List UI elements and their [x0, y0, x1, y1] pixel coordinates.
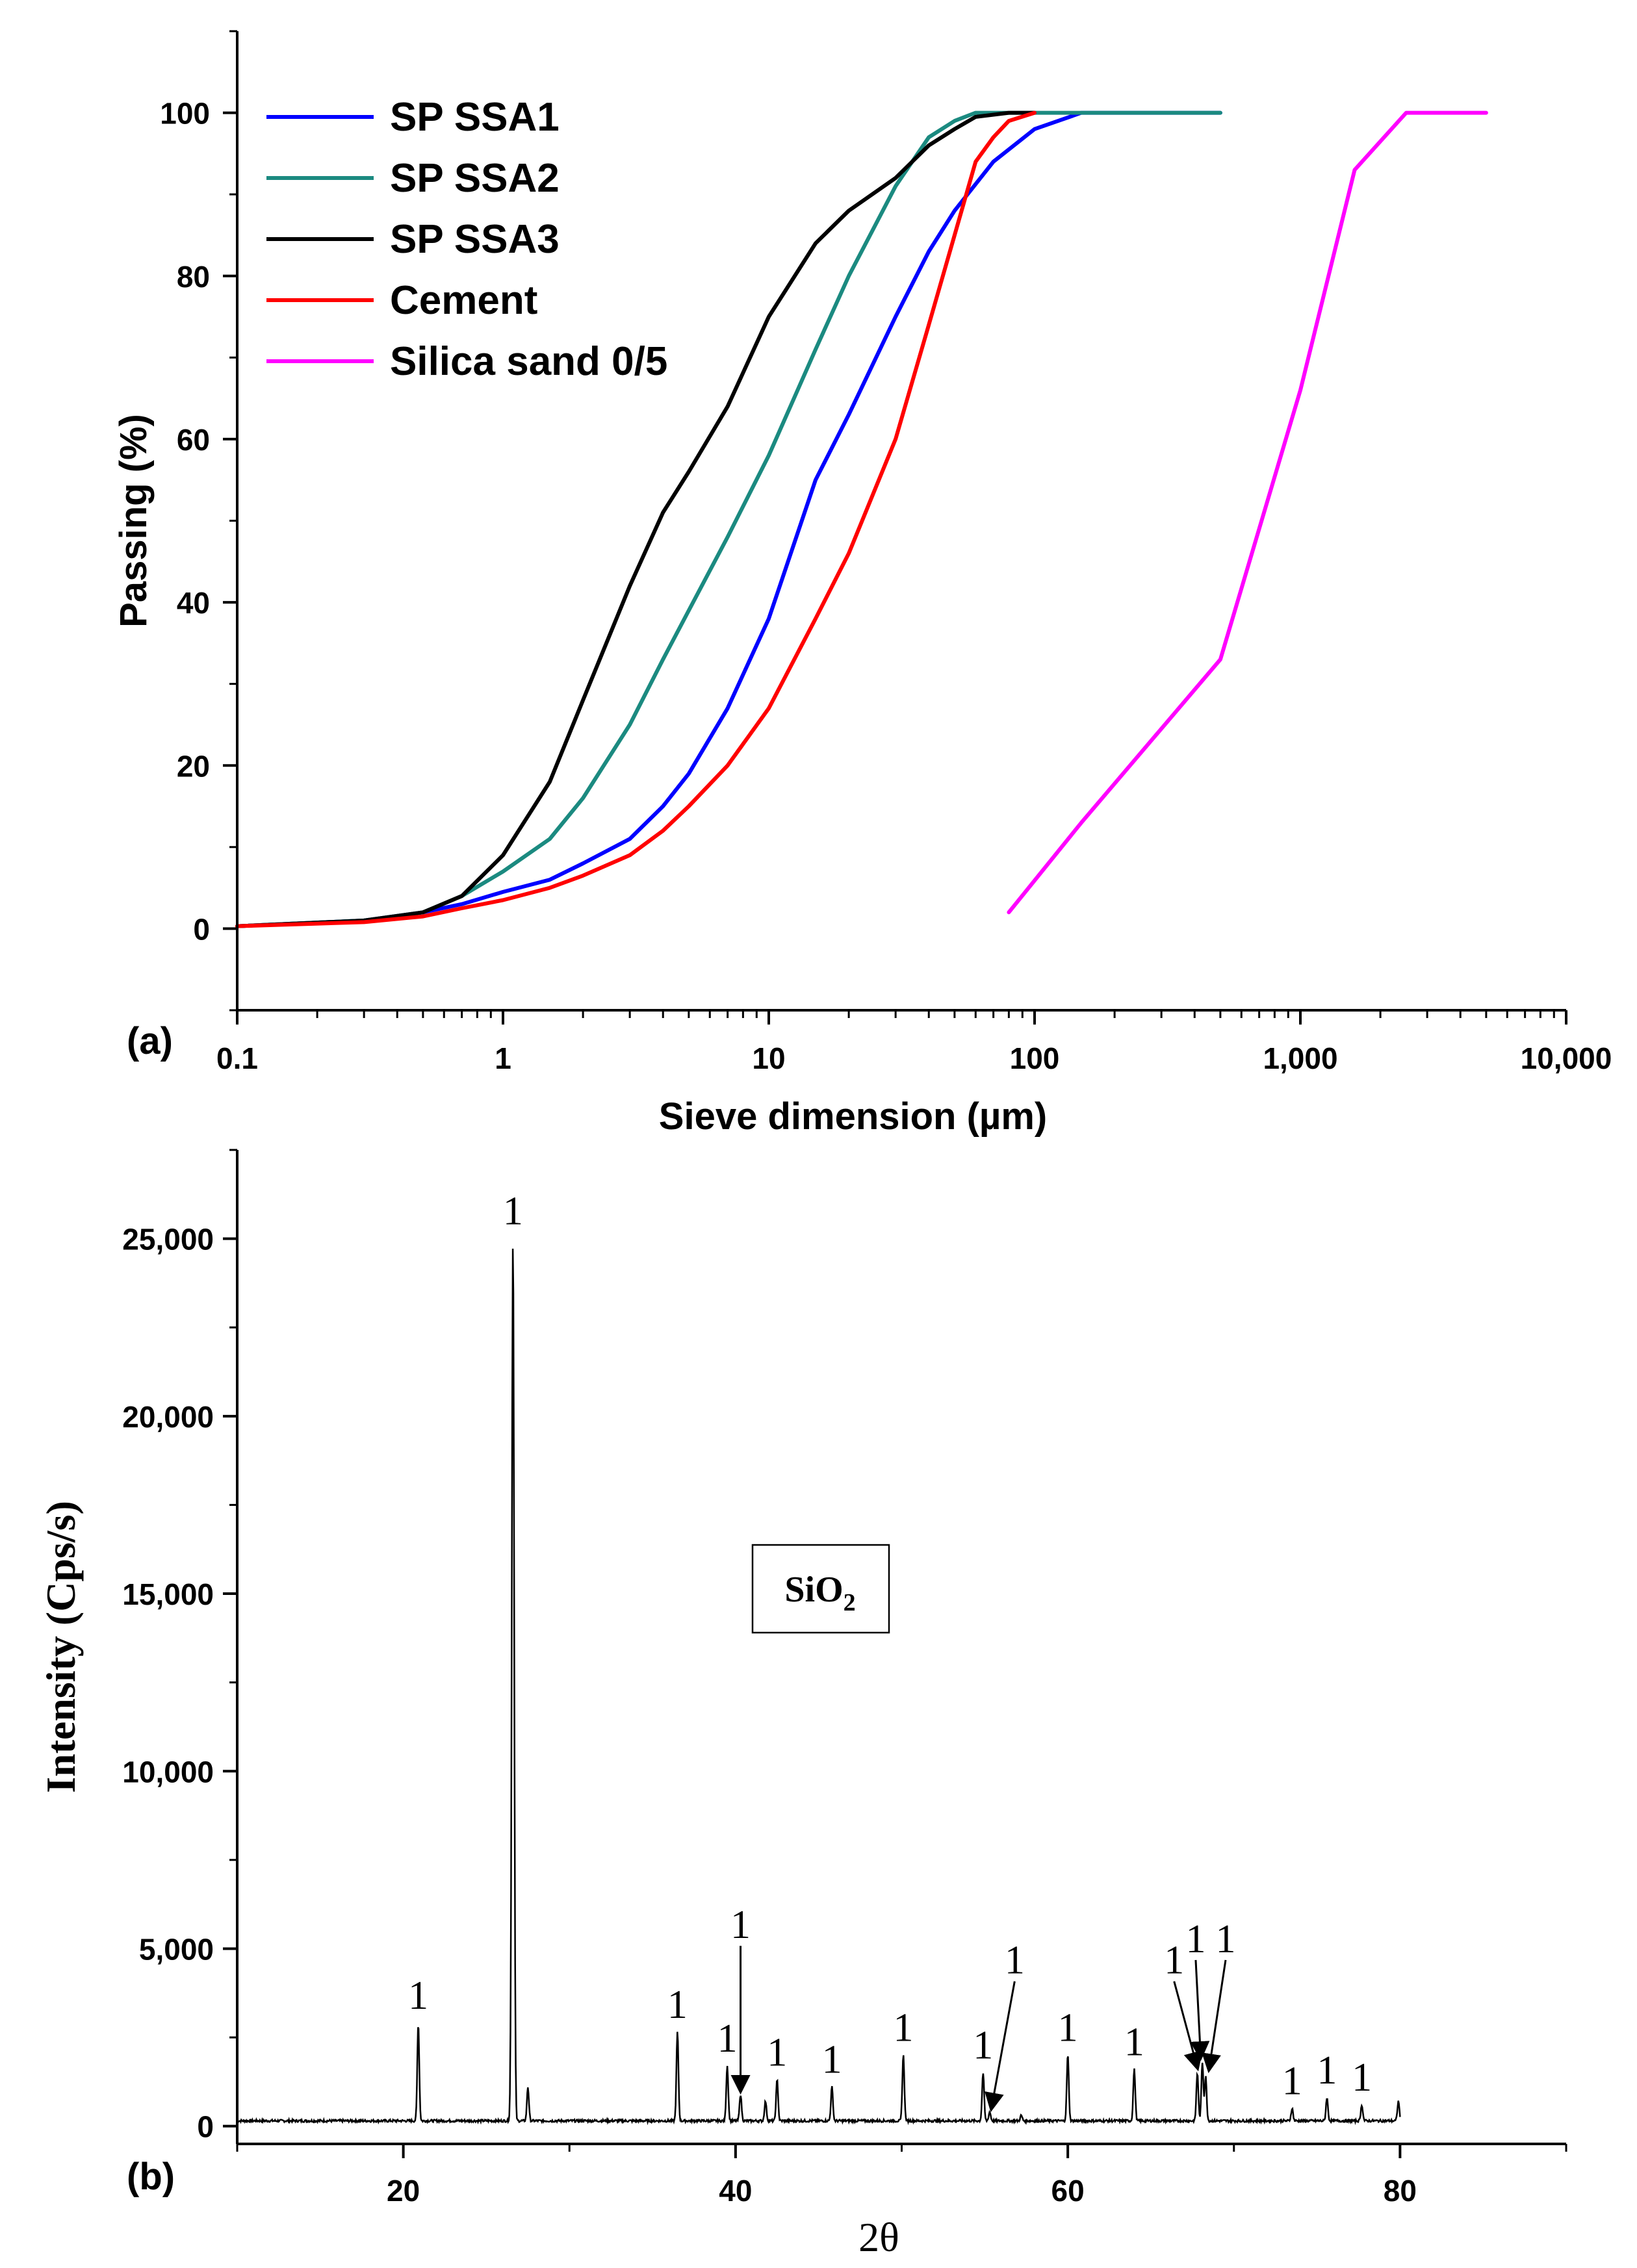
sio2-formula-main: SiO: [784, 1570, 843, 1610]
peak-arrow: [985, 1981, 1016, 2113]
series-line-sp-ssa1: [235, 110, 1222, 928]
peak-arrow: [1190, 1959, 1210, 2061]
panel-a-series-group: [235, 110, 1488, 928]
peak-arrow: [1173, 1981, 1203, 2072]
panel-b-x-tick-label: 80: [1384, 2174, 1417, 2208]
panel-a-y-tick-label: 0: [193, 912, 210, 946]
xrd-pattern-line: [237, 1248, 1401, 2126]
panel-b-axes: 20 40 60 80 0 5,000 10,000 15,000 20,000 25,000: [122, 1149, 1567, 2208]
panel-a-y-tick-label: 40: [177, 586, 210, 620]
series-line-sp-ssa3: [235, 110, 1037, 928]
panel-a-chart: SP SSA1 SP SSA2 SP SSA3 Cement Silica sand 0…: [112, 30, 1612, 1138]
panel-a-label: (a): [127, 1020, 173, 1062]
panel-b-y-tick-label: 25,000: [122, 1223, 214, 1256]
panel-a-x-tick-label: 10: [752, 1041, 785, 1075]
peak-label: 1: [1352, 2056, 1372, 2100]
panel-b-y-tick-label: 10,000: [122, 1755, 214, 1789]
legend-label-cement: Cement: [390, 278, 537, 323]
panel-a-y-tick-label: 100: [160, 97, 210, 131]
panel-b-y-axis-label: Intensity (Cps/s): [38, 1501, 84, 1793]
panel-a-y-tick-label: 20: [177, 749, 210, 783]
peak-label: 1: [730, 1903, 751, 1947]
peak-label: 1: [894, 2006, 914, 2050]
peak-label: 1: [717, 2017, 738, 2061]
panel-a-y-axis-label: Passing (%): [112, 414, 155, 628]
peak-label: 1: [1124, 2020, 1144, 2064]
panel-b-y-tick-label: 5,000: [139, 1932, 214, 1966]
peak-label: 1: [1058, 2006, 1078, 2050]
panel-a-y-tick-label: 80: [177, 260, 210, 294]
peak-label: 1: [1317, 2048, 1337, 2093]
panel-a-x-tick-label: 1,000: [1263, 1041, 1337, 1075]
peak-label: 1: [503, 1190, 523, 1234]
peak-label: 1: [822, 2038, 842, 2082]
peak-label: 1: [973, 2024, 993, 2068]
series-line-silica-sand-0-5: [1007, 110, 1488, 915]
panel-b-label: (b): [127, 2156, 175, 2198]
sio2-annotation-frame: [751, 1544, 890, 1634]
panel-a-axes: 0.1 1 10 100 1,000 10,000 0 20 40 60 80 100: [160, 30, 1612, 1075]
panel-b-x-tick-label: 40: [719, 2174, 752, 2208]
peak-label: 1: [408, 1974, 428, 2018]
panel-a-x-tick-label: 0.1: [216, 1041, 258, 1075]
peak-label: 1: [667, 1983, 688, 2027]
panel-b-x-axis-label: 2θ: [858, 2214, 899, 2260]
sio2-annotation-box: SiO2: [751, 1544, 890, 1634]
series-line-sp-ssa2: [235, 110, 1222, 928]
peak-label: 1: [1005, 1939, 1025, 1983]
panel-b-x-tick-label: 20: [387, 2174, 420, 2208]
legend-label-sp-ssa2: SP SSA2: [390, 156, 560, 201]
panel-a-x-axis-label: Sieve dimension (µm): [659, 1095, 1047, 1138]
peak-label: 1: [1215, 1917, 1235, 1961]
panel-a-legend: SP SSA1 SP SSA2 SP SSA3 Cement Silica sand 0…: [266, 95, 667, 384]
panel-b-y-tick-label: 20,000: [122, 1400, 214, 1434]
panel-b-y-tick-label: 0: [197, 2110, 214, 2144]
legend-label-sp-ssa1: SP SSA1: [390, 95, 560, 140]
sio2-formula-subscript: 2: [844, 1589, 856, 1616]
panel-a-x-tick-label: 10,000: [1521, 1041, 1612, 1075]
legend-label-silica-sand-0-5: Silica sand 0/5: [390, 339, 667, 384]
panel-a-x-tick-label: 100: [1010, 1041, 1060, 1075]
panel-a-y-tick-label: 60: [177, 423, 210, 457]
peak-label: 1: [1282, 2059, 1302, 2103]
peak-arrow: [1202, 1959, 1227, 2074]
panel-b-chart: 20 40 60 80 0 5,000 10,000 15,000 20,000 25,000 1…: [38, 1149, 1567, 2260]
peak-label: 1: [767, 2031, 787, 2075]
panel-a-x-tick-label: 1: [495, 1041, 511, 1075]
legend-label-sp-ssa3: SP SSA3: [390, 217, 560, 262]
peak-label: 1: [1185, 1917, 1205, 1961]
peak-label: 1: [1164, 1939, 1184, 1983]
series-line-cement: [235, 110, 1037, 928]
panel-b-x-tick-label: 60: [1051, 2174, 1085, 2208]
panel-b-y-tick-label: 15,000: [122, 1577, 214, 1611]
sio2-annotation-text: SiO2: [784, 1570, 855, 1616]
